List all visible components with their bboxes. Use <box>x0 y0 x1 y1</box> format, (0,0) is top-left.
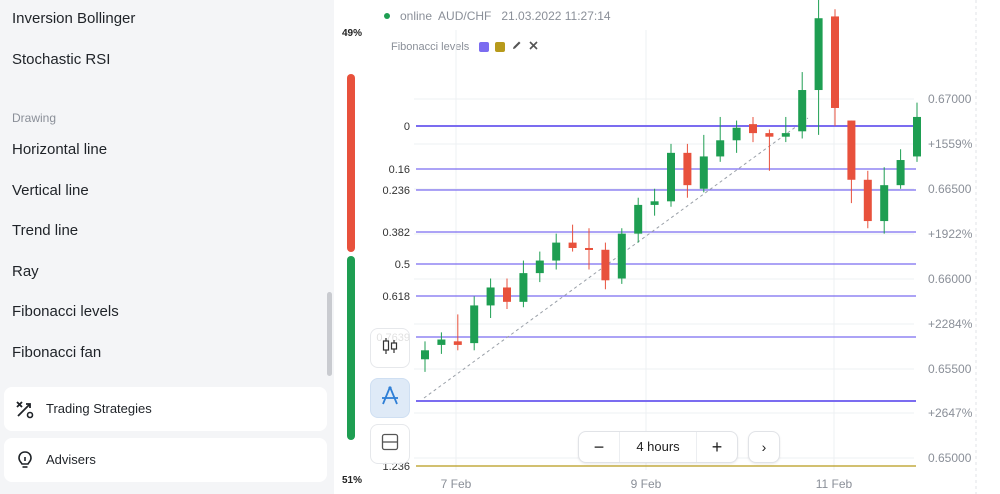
buy-percent: 51% <box>342 475 363 486</box>
close-icon[interactable] <box>528 40 539 54</box>
indicator-tool-icon <box>380 432 400 457</box>
candle-body <box>716 140 725 157</box>
timeframe-increase-button[interactable]: + <box>711 436 723 457</box>
candle-body <box>765 133 774 137</box>
sell-percent: 49% <box>342 28 363 39</box>
strategy-icon <box>14 398 36 420</box>
fib-level-label: 0.236 <box>382 185 410 197</box>
price-axis-label: 0.65000 <box>928 451 972 465</box>
candle-body <box>617 233 626 279</box>
price-axis-label: 0.65500 <box>928 362 972 376</box>
menu-item-ray[interactable]: Ray <box>12 263 39 280</box>
fib-level-label: 0 <box>404 121 410 133</box>
price-chart[interactable]: 0.67000 +1559% 0.66500 +1922% 0.66000 +2284% 0… <box>334 0 1000 494</box>
fib-color-swatch-secondary[interactable] <box>495 42 506 52</box>
time-axis-label: 11 Feb <box>816 477 853 491</box>
fib-level-label: 0.5 <box>395 259 410 271</box>
lightbulb-icon <box>14 449 36 471</box>
candle-body <box>863 179 872 222</box>
candle-body <box>814 18 823 91</box>
price-axis-label: +2647% <box>928 406 973 420</box>
price-axis-label: +1922% <box>928 227 973 241</box>
candle-body <box>535 260 544 274</box>
menu-item-vertical-line[interactable]: Vertical line <box>12 182 89 199</box>
chart-header: online AUD/CHF 21.03.2022 11:27:14 <box>384 9 611 23</box>
fib-level-label: 0.382 <box>382 227 410 239</box>
candle-body <box>437 339 446 345</box>
drawing-tool-icon <box>378 384 402 413</box>
pencil-icon[interactable] <box>511 40 522 54</box>
sell-sentiment-bar <box>347 74 355 252</box>
candlestick-tool-button[interactable] <box>370 328 410 368</box>
menu-item-fibonacci-levels[interactable]: Fibonacci levels <box>12 303 119 320</box>
price-axis-label: 0.66500 <box>928 182 972 196</box>
drawing-section-label: Drawing <box>12 111 57 125</box>
timeframe-label[interactable]: 4 hours <box>619 432 697 462</box>
fib-level-label: 1.236 <box>382 461 410 473</box>
price-axis-label: 0.66000 <box>928 272 972 286</box>
chevron-right-icon[interactable]: › <box>748 431 780 463</box>
candle-body <box>683 152 692 186</box>
menu-item-inversion-bollinger[interactable]: Inversion Bollinger <box>12 10 136 27</box>
candle-body <box>896 160 905 186</box>
candle-body <box>585 247 593 250</box>
candlestick-tool-icon <box>379 335 401 362</box>
candle-body <box>699 156 708 189</box>
price-axis-label: +1559% <box>928 137 973 151</box>
fib-anchor-trend-line <box>423 117 809 399</box>
buy-sentiment-bar <box>347 256 355 440</box>
price-axis-label: 0.67000 <box>928 92 972 106</box>
candle-body <box>470 305 479 344</box>
time-axis-label: 9 Feb <box>631 477 662 491</box>
candle-body <box>781 133 790 137</box>
advisers-label: Advisers <box>46 452 96 467</box>
datetime: 21.03.2022 11:27:14 <box>501 9 611 23</box>
candle-body <box>732 127 741 141</box>
indicator-tool-button[interactable] <box>370 424 410 464</box>
candle-body <box>503 287 511 302</box>
indicator-menu-panel: Inversion Bollinger Stochastic RSI Drawi… <box>0 0 334 494</box>
candle-body <box>667 152 675 202</box>
scrollbar-thumb[interactable] <box>327 292 332 376</box>
time-axis-label: 7 Feb <box>441 477 472 491</box>
candle-body <box>568 242 577 248</box>
fib-level-label: 0.618 <box>382 291 410 303</box>
menu-item-horizontal-line[interactable]: Horizontal line <box>12 141 108 158</box>
price-axis-label: +2284% <box>928 317 973 331</box>
candle-body <box>831 16 839 108</box>
timeframe-decrease-button[interactable]: − <box>593 436 605 457</box>
fib-color-swatch-primary[interactable] <box>479 42 490 52</box>
menu-item-trend-line[interactable]: Trend line <box>12 222 79 239</box>
chart-area[interactable]: 49% 51% online AUD/CHF 21.03.2022 11:27:… <box>334 0 1000 494</box>
fibonacci-indicator-legend: Fibonacci levels <box>391 40 539 54</box>
candle-body <box>880 185 889 222</box>
advisers-card[interactable]: Advisers <box>4 438 327 482</box>
candle-body <box>634 204 643 234</box>
candle-body <box>749 124 757 134</box>
menu-item-fibonacci-fan[interactable]: Fibonacci fan <box>12 344 102 361</box>
menu-item-stochastic-rsi[interactable]: Stochastic RSI <box>12 51 111 68</box>
drawing-tool-button[interactable] <box>370 378 410 418</box>
trading-strategies-card[interactable]: Trading Strategies <box>4 387 327 431</box>
fib-level-label: 0.16 <box>389 164 410 176</box>
candle-body <box>601 249 610 281</box>
timeframe-control: − 4 hours + <box>578 431 738 463</box>
candle-body <box>650 201 659 205</box>
connection-status: online <box>400 9 433 23</box>
candle-body <box>486 287 495 306</box>
candle-body <box>421 350 429 360</box>
online-dot-icon <box>384 13 390 19</box>
indicator-name: Fibonacci levels <box>391 41 470 53</box>
currency-pair: AUD/CHF <box>438 9 492 23</box>
candle-body <box>519 273 528 302</box>
candle-body <box>847 120 856 180</box>
candle-body <box>913 116 921 157</box>
candle-body <box>798 90 807 132</box>
trading-strategies-label: Trading Strategies <box>46 401 152 416</box>
candle-body <box>552 242 561 261</box>
candle-body <box>453 341 462 345</box>
